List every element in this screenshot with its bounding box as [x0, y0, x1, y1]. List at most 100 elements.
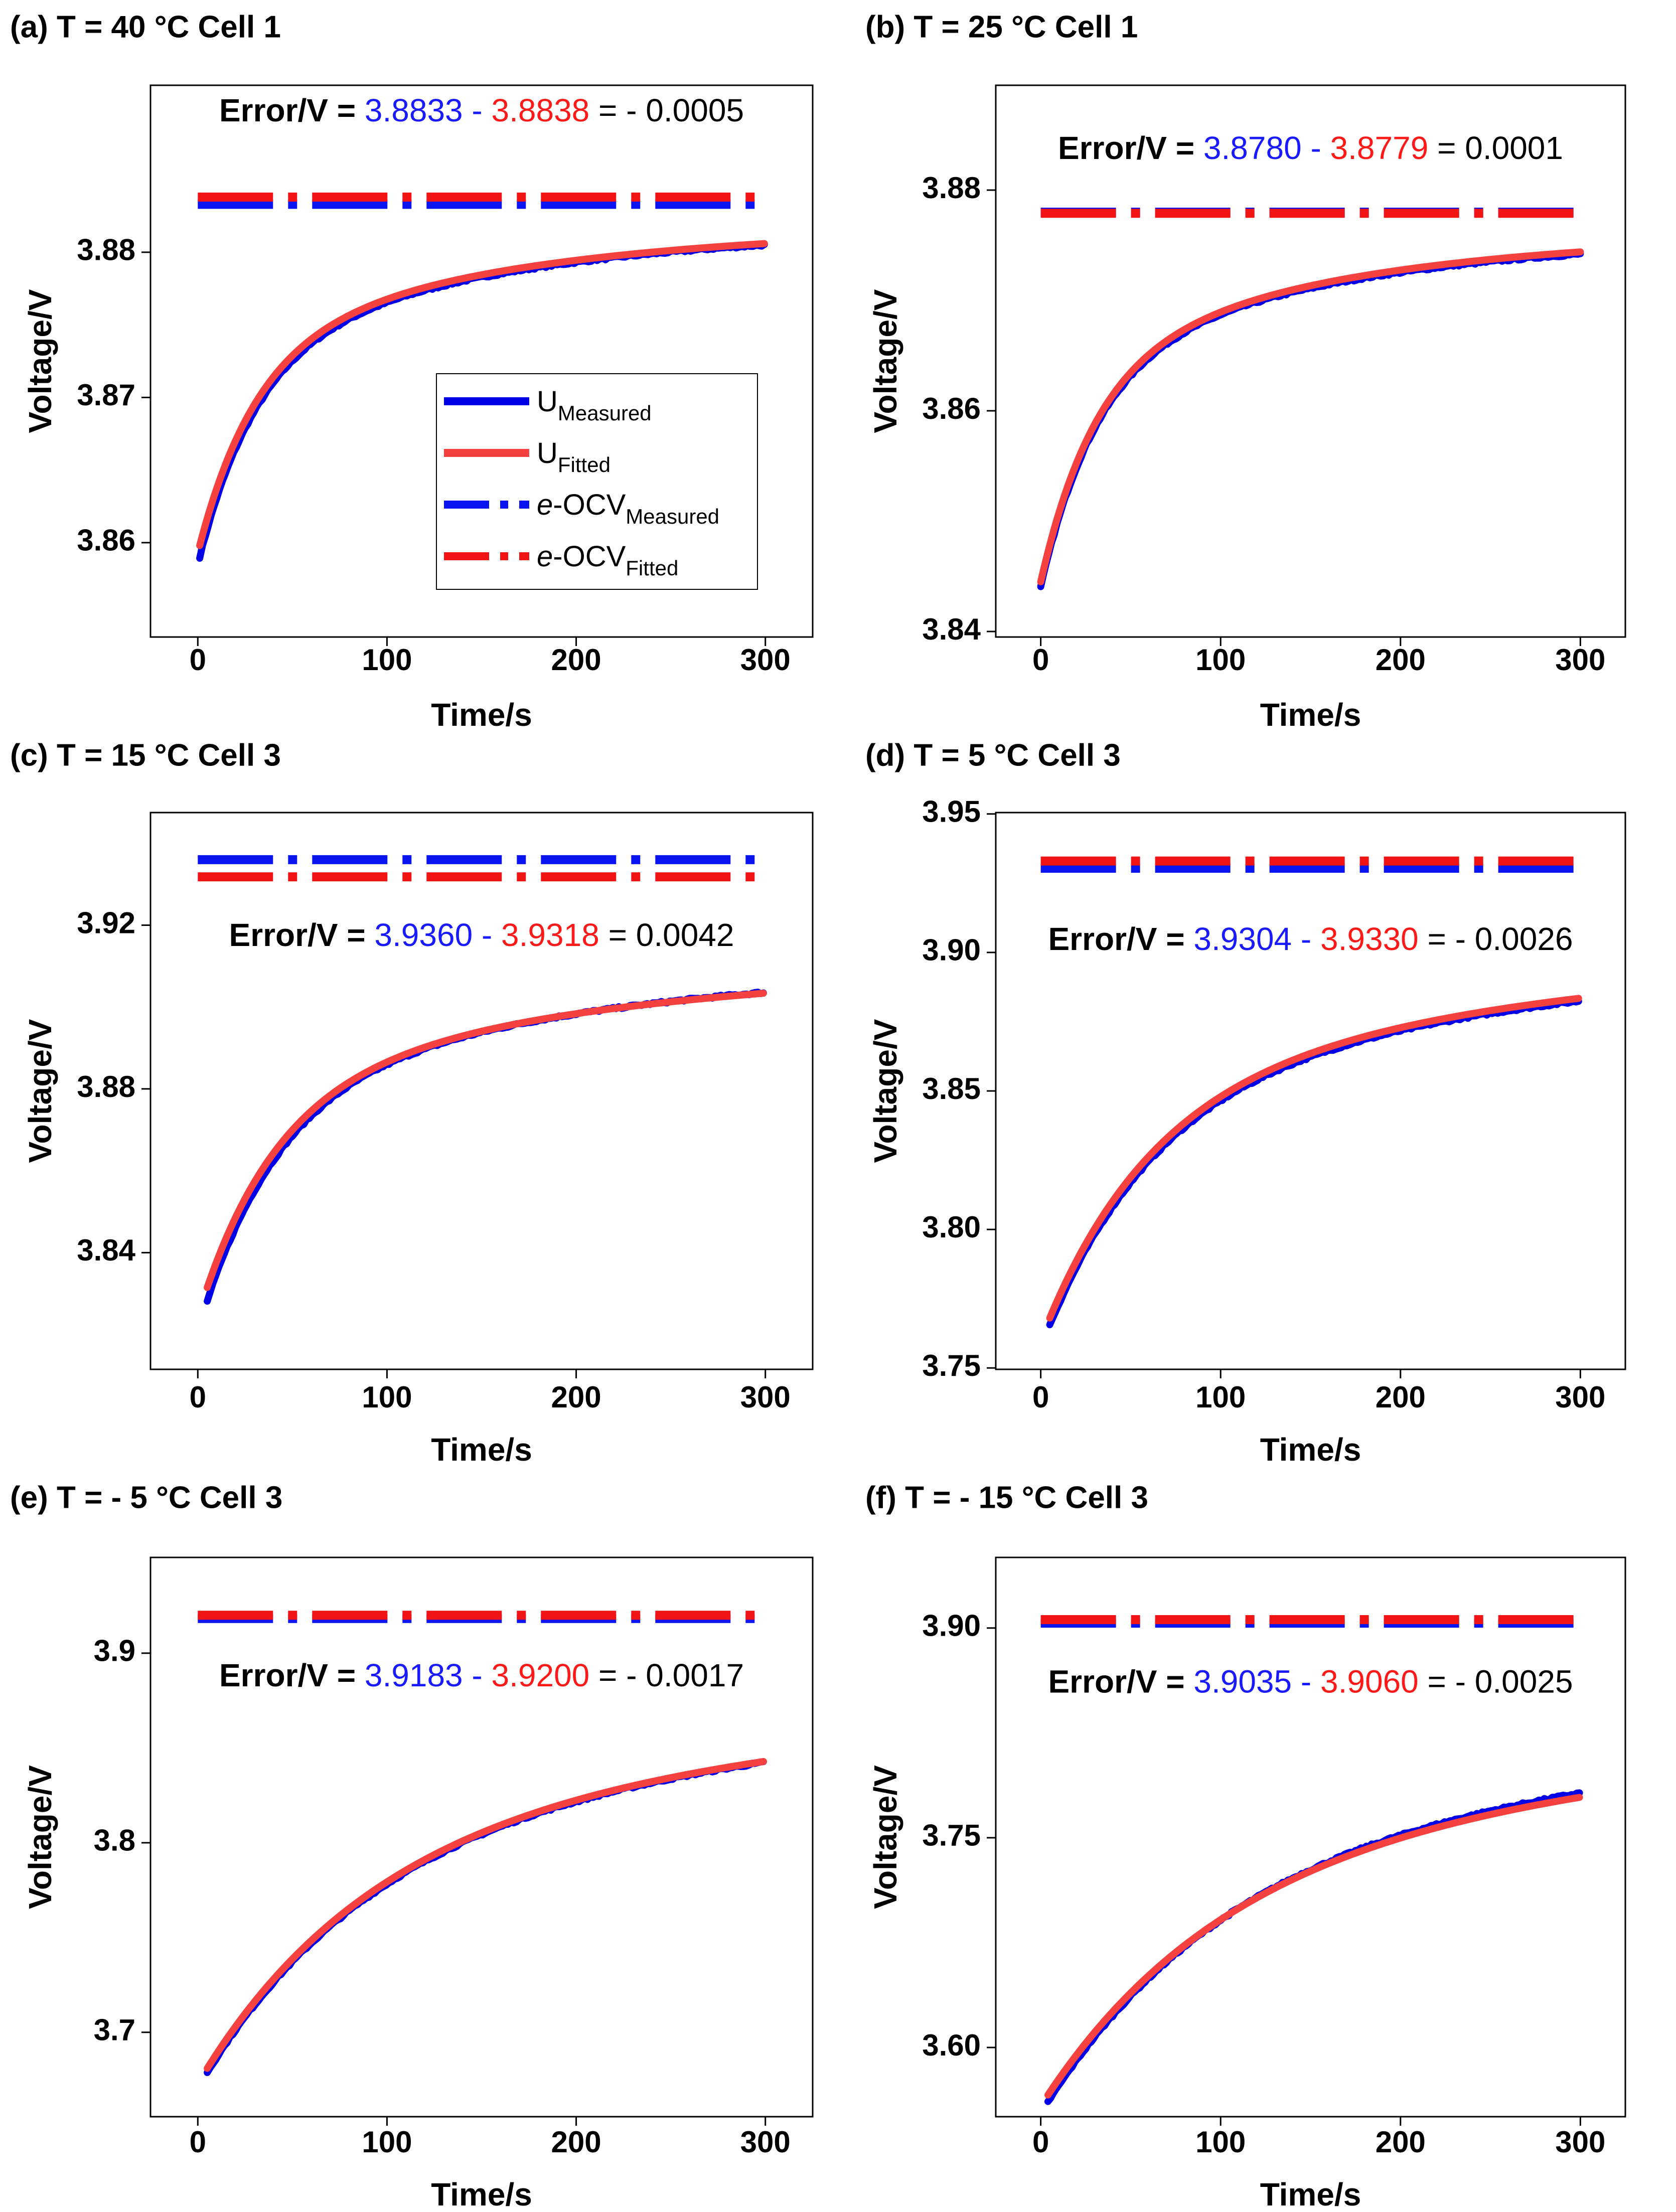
error-result: = 0.0042: [599, 917, 734, 953]
y-tick-label: 3.88: [77, 1070, 135, 1103]
x-tick-label: 300: [740, 1380, 791, 1414]
plot-frame: [995, 84, 1626, 638]
plot-frame: [149, 84, 814, 638]
plot-frame: [149, 1556, 814, 2118]
error-measured-value: 3.9360: [374, 917, 473, 953]
chart-panel-e: (e) T = - 5 °C Cell 3 0 100 200 300 3.7 3.8 3.9…: [10, 1480, 814, 2212]
series-fitted-curve: [196, 240, 768, 549]
error-fitted-value: 3.9318: [501, 917, 599, 953]
error-fitted-value: 3.9330: [1320, 921, 1419, 957]
x-tick-label: 100: [1195, 2125, 1246, 2159]
legend-subscript: Fitted: [558, 453, 611, 477]
chart-panel-c: (c) T = 15 °C Cell 3 0 100 200 300 3.84 3.88 3.…: [10, 738, 814, 1468]
series-fitted-curve: [204, 1758, 767, 2072]
y-tick-label: 3.92: [77, 906, 135, 939]
y-tick-label: 3.90: [922, 1609, 981, 1643]
x-tick-label: 100: [1195, 1380, 1246, 1414]
error-result: = 0.0001: [1428, 130, 1563, 166]
error-result: = - 0.0017: [589, 1657, 744, 1693]
x-tick-label: 100: [362, 2125, 412, 2159]
series-fitted-curve: [204, 990, 767, 1291]
error-measured-value: 3.9035: [1193, 1663, 1292, 1699]
error-label: Error/V =: [1048, 921, 1193, 957]
series-measured-curve: [1037, 250, 1584, 590]
chart-panel-d: (d) T = 5 °C Cell 3 0 100 200 300 3.75 3.80 3.8…: [865, 738, 1626, 1468]
error-measured-value: 3.8780: [1203, 130, 1302, 166]
x-tick-label: 200: [1376, 643, 1426, 677]
legend-main: U: [537, 437, 558, 469]
x-tick-label: 200: [1376, 2125, 1426, 2159]
y-axis-title: Voltage/V: [22, 289, 58, 433]
error-measured-value: 3.9183: [365, 1657, 463, 1693]
legend-prefix: e: [537, 489, 553, 521]
legend-main: -OCV: [553, 489, 626, 521]
legend-prefix: e: [537, 540, 553, 573]
chart-panel-b: (b) T = 25 °C Cell 1 0 100 200 300 3.84 3.86 3.…: [865, 10, 1626, 733]
y-tick-label: 3.8: [94, 1824, 135, 1857]
panel-title: (e) T = - 5 °C Cell 3: [10, 1480, 282, 1515]
y-axis-title: Voltage/V: [22, 1765, 58, 1909]
x-tick-label: 300: [740, 2125, 791, 2159]
x-tick-label: 300: [1555, 643, 1605, 677]
legend-subscript: Fitted: [626, 556, 678, 580]
legend-label: UFitted: [537, 437, 611, 477]
legend-box: [436, 373, 758, 590]
x-tick-label: 200: [551, 2125, 601, 2159]
y-axis-title: Voltage/V: [22, 1019, 58, 1163]
x-tick-label: 200: [1376, 1380, 1426, 1414]
legend-main: -OCV: [553, 540, 626, 573]
series-measured-curve: [204, 989, 767, 1305]
y-tick-label: 3.80: [922, 1210, 981, 1244]
y-tick-label: 3.88: [77, 233, 135, 267]
error-annotation: Error/V = 3.8780 - 3.8779 = 0.0001: [1058, 130, 1563, 166]
x-tick-label: 100: [362, 1380, 412, 1414]
error-measured-value: 3.8833: [365, 92, 463, 128]
chart-panel-a: (a) T = 40 °C Cell 1 0 100 200 300 3.86 3.87 3.…: [10, 10, 814, 733]
x-tick-label: 300: [1555, 1380, 1605, 1414]
x-axis-title: Time/s: [1260, 1432, 1361, 1468]
error-minus: -: [1302, 130, 1330, 166]
legend-subscript: Measured: [626, 505, 719, 528]
y-tick-label: 3.86: [922, 392, 981, 425]
error-label: Error/V =: [219, 1657, 365, 1693]
error-annotation: Error/V = 3.9304 - 3.9330 = - 0.0026: [1048, 921, 1573, 957]
plot-frame: [995, 812, 1626, 1370]
y-tick-label: 3.95: [922, 795, 981, 829]
legend-main: U: [537, 385, 558, 418]
series-fitted-curve: [1037, 248, 1584, 585]
error-result: = - 0.0026: [1419, 921, 1573, 957]
x-axis-title: Time/s: [431, 697, 532, 733]
error-label: Error/V =: [1048, 1663, 1193, 1699]
x-axis-title: Time/s: [431, 1432, 532, 1468]
y-tick-label: 3.84: [922, 612, 981, 646]
error-result: = - 0.0025: [1419, 1663, 1573, 1699]
x-tick-label: 200: [551, 1380, 601, 1414]
series-fitted-curve: [1046, 995, 1582, 1322]
error-fitted-value: 3.9200: [492, 1657, 590, 1693]
y-tick-label: 3.87: [77, 378, 135, 412]
legend-label: e-OCVFitted: [537, 540, 678, 580]
y-tick-label: 3.86: [77, 524, 135, 557]
error-minus: -: [473, 917, 501, 953]
x-tick-label: 0: [1032, 1380, 1049, 1414]
x-tick-label: 0: [1032, 2125, 1049, 2159]
error-minus: -: [463, 1657, 492, 1693]
series-measured-curve: [204, 1758, 767, 2076]
y-tick-label: 3.84: [77, 1233, 135, 1267]
x-tick-label: 200: [551, 643, 601, 677]
error-measured-value: 3.9304: [1193, 921, 1292, 957]
x-tick-label: 100: [362, 643, 412, 677]
error-label: Error/V =: [1058, 130, 1203, 166]
error-fitted-value: 3.9060: [1320, 1663, 1419, 1699]
plot-frame: [149, 812, 814, 1370]
series-fitted-curve: [1044, 1794, 1583, 2099]
y-tick-label: 3.90: [922, 933, 981, 967]
y-axis-title: Voltage/V: [867, 1019, 903, 1163]
y-tick-label: 3.88: [922, 171, 981, 205]
y-tick-label: 3.60: [922, 2028, 981, 2062]
error-label: Error/V =: [229, 917, 375, 953]
x-tick-label: 0: [190, 2125, 206, 2159]
chart-panel-f: (f) T = - 15 °C Cell 3 0 100 200 300 3.60 3.75…: [865, 1480, 1626, 2212]
